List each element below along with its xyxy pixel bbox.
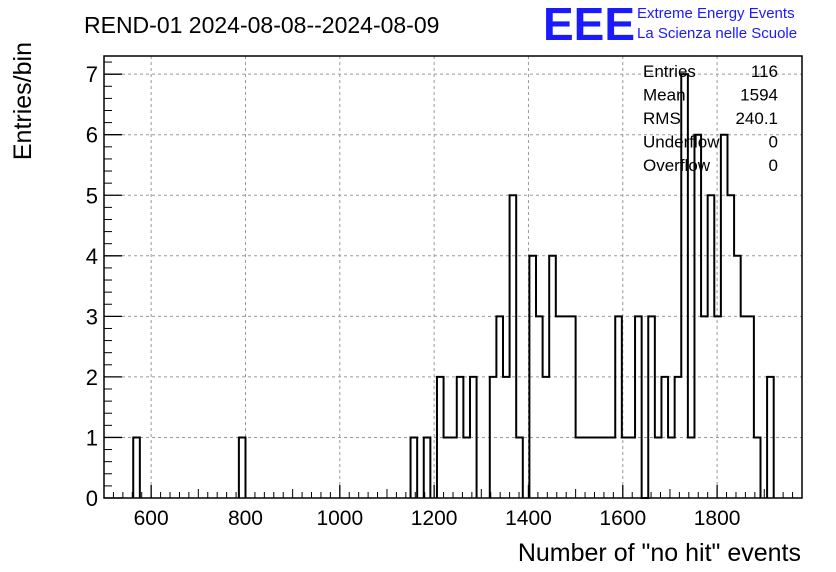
eee-logo-line1: Extreme Energy Events — [637, 5, 795, 22]
stats-value: 240.1 — [735, 109, 778, 128]
axis-ticks: 600 800 1000 1200 1400 1600 1800 0 1 2 3 4 5 6 7 — [86, 61, 794, 530]
x-tick-label: 1000 — [316, 507, 363, 530]
stats-label: Mean — [643, 86, 686, 105]
stats-value: 116 — [751, 62, 778, 81]
x-axis-label: Number of "no hit" events — [518, 539, 801, 567]
histogram-outline — [132, 73, 775, 499]
stats-box: Entries 116 Mean 1594 RMS 240.1 Underflow 0 Over… — [643, 62, 778, 175]
y-tick-label: 0 — [86, 486, 98, 511]
grid-lines — [104, 56, 802, 499]
y-tick-label: 7 — [86, 62, 98, 87]
stats-label: RMS — [643, 109, 681, 128]
y-tick-label: 1 — [86, 425, 98, 450]
y-tick-label: 6 — [86, 123, 98, 148]
y-tick-label: 2 — [86, 365, 98, 390]
y-tick-label: 4 — [86, 244, 98, 269]
x-tick-label: 600 — [134, 507, 169, 530]
eee-logo-mark: EEE — [543, 0, 635, 50]
eee-logo: EEE Extreme Energy Events La Scienza nel… — [543, 0, 797, 50]
x-tick-label: 1800 — [694, 507, 741, 530]
chart-title: REND-01 2024-08-08--2024-08-09 — [84, 12, 439, 38]
stats-label: Underflow — [643, 133, 720, 152]
y-axis-label: Entries/bin — [9, 42, 37, 160]
x-tick-label: 800 — [228, 507, 263, 530]
stats-value: 1594 — [740, 86, 778, 105]
stats-value: 0 — [769, 133, 778, 152]
x-tick-label: 1400 — [505, 507, 552, 530]
x-tick-label: 1200 — [411, 507, 458, 530]
x-tick-label: 1600 — [599, 507, 646, 530]
y-tick-label: 3 — [86, 304, 98, 329]
stats-label: Entries — [643, 62, 696, 81]
eee-logo-line2: La Scienza nelle Scuole — [637, 25, 797, 42]
y-tick-label: 5 — [86, 183, 98, 208]
stats-label: Overflow — [643, 156, 711, 175]
stats-value: 0 — [769, 156, 778, 175]
